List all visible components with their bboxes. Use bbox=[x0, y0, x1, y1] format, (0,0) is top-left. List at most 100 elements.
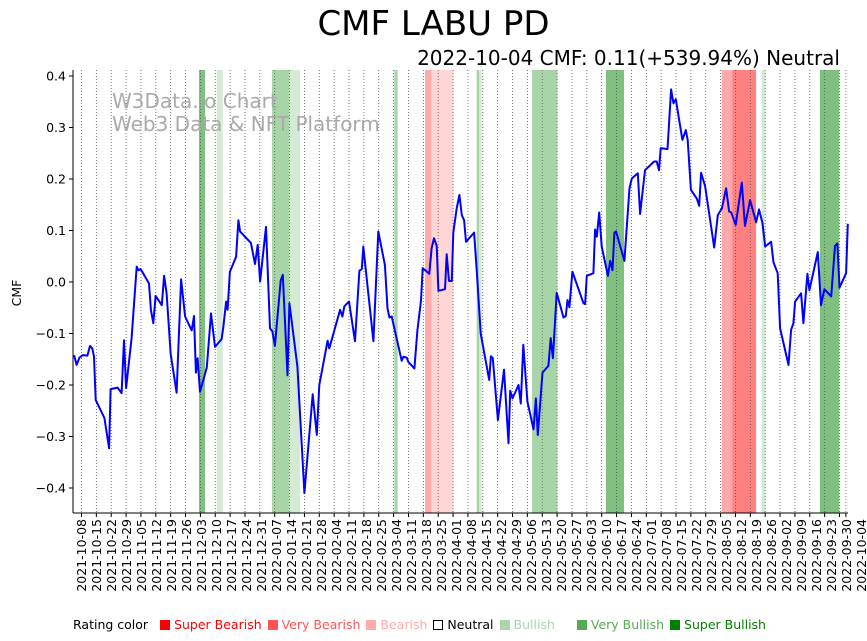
x-tick-label: 2022-03-11 bbox=[404, 519, 419, 592]
x-tick-label: 2022-06-10 bbox=[599, 519, 614, 592]
legend-label: Super Bullish bbox=[684, 617, 766, 632]
x-tick-label: 2022-07-29 bbox=[704, 519, 719, 592]
x-tick-label: 2022-01-14 bbox=[284, 519, 299, 592]
x-tick-label: 2022-05-20 bbox=[554, 519, 569, 592]
y-axis-label: CMF bbox=[9, 280, 24, 307]
x-tick-label: 2022-03-04 bbox=[389, 519, 404, 592]
x-tick-label: 2022-09-23 bbox=[824, 519, 839, 592]
x-tick-label: 2022-09-30 bbox=[839, 519, 854, 592]
x-tick-label: 2022-06-24 bbox=[629, 519, 644, 592]
legend-item: Super Bullish bbox=[670, 617, 766, 632]
x-tick-label: 2021-10-22 bbox=[104, 519, 119, 592]
legend-swatch bbox=[433, 619, 444, 630]
watermark-text: Web3 Data & NFT Platform bbox=[112, 112, 380, 136]
x-tick-label: 2021-10-15 bbox=[89, 519, 104, 592]
x-tick-label: 2022-06-17 bbox=[614, 519, 629, 592]
x-tick-label: 2022-03-25 bbox=[434, 519, 449, 592]
legend-swatch bbox=[576, 619, 587, 630]
x-tick-label: 2021-12-24 bbox=[239, 519, 254, 592]
x-tick-label: 2021-12-17 bbox=[224, 519, 239, 592]
rating-band bbox=[819, 70, 840, 513]
cmf-line bbox=[73, 88, 849, 495]
x-tick-label: 2021-12-31 bbox=[254, 519, 269, 592]
x-tick-label: 2022-04-29 bbox=[509, 519, 524, 592]
x-tick-label: 2021-10-29 bbox=[119, 519, 134, 592]
legend-label: Bullish bbox=[513, 617, 555, 632]
rating-band bbox=[216, 70, 223, 513]
x-tick-label: 2022-08-05 bbox=[719, 519, 734, 592]
x-tick-label: 2022-03-18 bbox=[419, 519, 434, 592]
x-tick-label: 2022-08-12 bbox=[734, 519, 749, 592]
legend-swatch bbox=[160, 619, 171, 630]
x-tick-label: 2021-10-08 bbox=[74, 519, 89, 592]
x-tick-label: 2022-04-01 bbox=[449, 519, 464, 592]
x-tick-label: 2022-09-16 bbox=[809, 519, 824, 592]
rating-band bbox=[431, 70, 454, 513]
legend-label: Very Bearish bbox=[281, 617, 361, 632]
legend-label: Neutral bbox=[447, 617, 494, 632]
legend-item: Bullish bbox=[499, 617, 555, 632]
legend-swatch bbox=[366, 619, 377, 630]
legend: Rating color Super Bearish Very Bearish Be… bbox=[73, 617, 766, 632]
legend-item: Super Bearish bbox=[160, 617, 262, 632]
rating-band bbox=[198, 70, 206, 513]
y-tick-label: 0.2 bbox=[46, 172, 66, 187]
x-tick-label: 2021-12-10 bbox=[209, 519, 224, 592]
x-tick-label: 2022-01-21 bbox=[299, 519, 314, 592]
y-tick-label: 0.0 bbox=[46, 275, 66, 290]
x-tick-label: 2022-07-01 bbox=[644, 519, 659, 592]
x-tick-label: 2022-04-22 bbox=[494, 519, 509, 592]
y-tick-label: 0.1 bbox=[46, 223, 66, 238]
x-tick-label: 2022-09-02 bbox=[779, 519, 794, 592]
chart-title: CMF LABU PD bbox=[317, 4, 550, 44]
rating-band bbox=[394, 70, 398, 513]
x-tick-label: 2021-11-19 bbox=[164, 519, 179, 592]
x-tick-label: 2022-08-26 bbox=[764, 519, 779, 592]
legend-label: Super Bearish bbox=[174, 617, 262, 632]
x-tick-label: 2021-12-03 bbox=[194, 519, 209, 592]
x-tick-label: 2022-02-25 bbox=[374, 519, 389, 592]
x-tick-label: 2022-01-28 bbox=[314, 519, 329, 592]
y-tick-label: 0.4 bbox=[46, 69, 66, 84]
x-tick-label: 2022-10-04 bbox=[854, 519, 867, 592]
legend-item: Very Bearish bbox=[267, 617, 361, 632]
legend-label: Bearish bbox=[380, 617, 428, 632]
x-tick-label: 2022-07-22 bbox=[689, 519, 704, 592]
rating-band bbox=[605, 70, 624, 513]
rating-band bbox=[289, 70, 300, 513]
y-tick-label: −0.2 bbox=[36, 378, 66, 393]
rating-band bbox=[732, 70, 757, 513]
x-tick-label: 2022-07-08 bbox=[659, 519, 674, 592]
x-tick-label: 2022-02-18 bbox=[359, 519, 374, 592]
legend-item: Bearish bbox=[366, 617, 427, 632]
x-tick-label: 2022-06-03 bbox=[584, 519, 599, 592]
x-tick-label: 2021-11-05 bbox=[134, 519, 149, 592]
rating-band bbox=[761, 70, 766, 513]
legend-item: Neutral bbox=[433, 617, 494, 632]
legend-swatch bbox=[499, 619, 510, 630]
x-tick-label: 2022-05-27 bbox=[569, 519, 584, 592]
watermark-text: W3Data.io Chart bbox=[112, 89, 278, 113]
legend-swatch bbox=[670, 619, 681, 630]
x-tick-label: 2022-02-11 bbox=[344, 519, 359, 592]
x-tick-label: 2022-05-13 bbox=[539, 519, 554, 592]
legend-title: Rating color bbox=[73, 617, 149, 632]
legend-item: Very Bullish bbox=[576, 617, 664, 632]
y-tick-label: −0.1 bbox=[36, 326, 66, 341]
x-tick-label: 2022-01-07 bbox=[269, 519, 284, 592]
x-tick-label: 2022-04-15 bbox=[479, 519, 494, 592]
legend-items: Super Bearish Very Bearish Bearish Neutral B… bbox=[154, 617, 766, 632]
rating-band bbox=[532, 70, 558, 513]
legend-swatch bbox=[267, 619, 278, 630]
rating-band bbox=[479, 70, 482, 513]
y-tick-label: −0.4 bbox=[36, 481, 66, 496]
rating-band bbox=[425, 70, 432, 513]
x-tick-label: 2022-05-06 bbox=[524, 519, 539, 592]
y-tick-label: 0.3 bbox=[46, 120, 66, 135]
x-tick-label: 2022-08-19 bbox=[749, 519, 764, 592]
chart-subtitle: 2022-10-04 CMF: 0.11(+539.94%) Neutral bbox=[417, 46, 840, 70]
x-tick-label: 2022-02-04 bbox=[329, 519, 344, 592]
x-tick-label: 2022-04-08 bbox=[464, 519, 479, 592]
x-tick-label: 2021-11-12 bbox=[149, 519, 164, 592]
